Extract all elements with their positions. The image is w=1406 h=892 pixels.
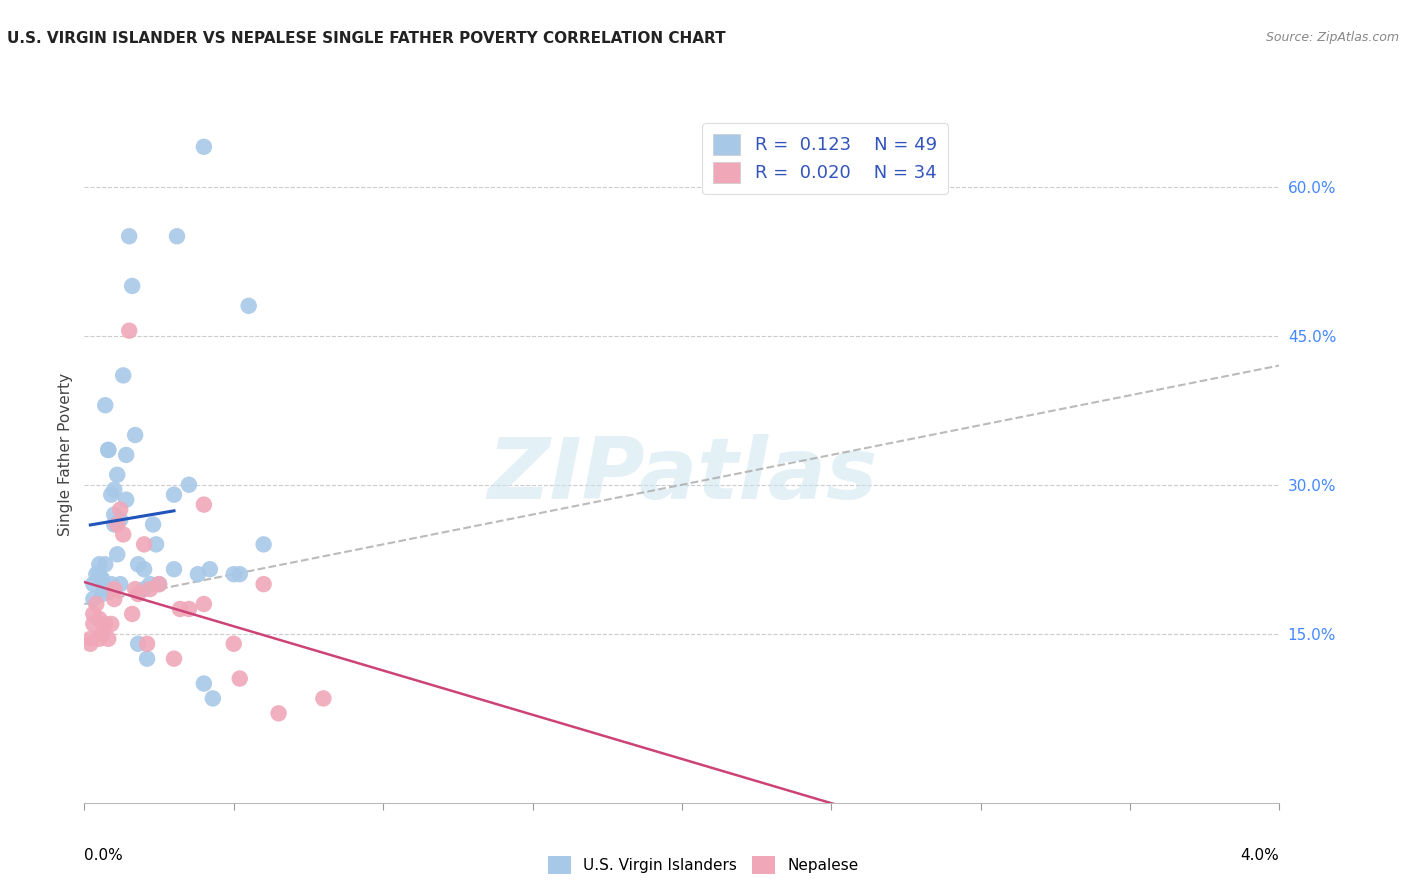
Point — [82, 592, 104, 607]
Point — [166, 229, 188, 244]
Point — [148, 577, 170, 591]
Point — [132, 537, 156, 551]
Point — [198, 562, 221, 576]
Point — [118, 324, 141, 338]
Point — [82, 577, 104, 591]
Text: U.S. VIRGIN ISLANDER VS NEPALESE SINGLE FATHER POVERTY CORRELATION CHART: U.S. VIRGIN ISLANDER VS NEPALESE SINGLE … — [7, 31, 725, 46]
Point — [103, 517, 125, 532]
Point — [201, 691, 224, 706]
Point — [127, 558, 149, 572]
Point — [139, 577, 162, 591]
Point — [103, 483, 125, 497]
Text: 4.0%: 4.0% — [1240, 847, 1279, 863]
Point — [103, 508, 125, 522]
Point — [86, 567, 108, 582]
Point — [121, 279, 143, 293]
Point — [79, 632, 101, 646]
Point — [222, 637, 245, 651]
Point — [89, 632, 111, 646]
Point — [79, 637, 101, 651]
Point — [105, 547, 128, 561]
Point — [312, 691, 335, 706]
Point — [142, 517, 165, 532]
Point — [193, 597, 215, 611]
Point — [97, 442, 120, 457]
Point — [105, 467, 128, 482]
Point — [86, 597, 108, 611]
Point — [115, 448, 138, 462]
Point — [110, 512, 132, 526]
Y-axis label: Single Father Poverty: Single Father Poverty — [58, 374, 73, 536]
Point — [193, 498, 215, 512]
Point — [139, 582, 162, 596]
Point — [112, 527, 135, 541]
Point — [132, 562, 156, 576]
Point — [127, 587, 149, 601]
Point — [97, 632, 120, 646]
Point — [124, 582, 146, 596]
Text: Source: ZipAtlas.com: Source: ZipAtlas.com — [1265, 31, 1399, 45]
Point — [193, 676, 215, 690]
Point — [91, 587, 114, 601]
Point — [177, 477, 200, 491]
Point — [103, 592, 125, 607]
Point — [136, 637, 159, 651]
Point — [94, 582, 117, 596]
Point — [91, 627, 114, 641]
Point — [136, 651, 159, 665]
Point — [148, 577, 170, 591]
Point — [89, 567, 111, 582]
Point — [169, 602, 191, 616]
Point — [132, 582, 156, 596]
Point — [118, 229, 141, 244]
Legend: R =  0.123    N = 49, R =  0.020    N = 34: R = 0.123 N = 49, R = 0.020 N = 34 — [703, 123, 948, 194]
Point — [163, 488, 186, 502]
Point — [253, 577, 276, 591]
Point — [105, 517, 128, 532]
Point — [91, 572, 114, 586]
Point — [82, 616, 104, 631]
Point — [82, 607, 104, 621]
Point — [121, 607, 143, 621]
Point — [115, 492, 138, 507]
Point — [228, 672, 252, 686]
Text: ZIPatlas: ZIPatlas — [486, 434, 877, 517]
Point — [112, 368, 135, 383]
Point — [94, 616, 117, 631]
Point — [163, 651, 186, 665]
Point — [100, 577, 122, 591]
Point — [228, 567, 252, 582]
Point — [97, 442, 120, 457]
Point — [89, 558, 111, 572]
Point — [110, 502, 132, 516]
Point — [124, 428, 146, 442]
Point — [222, 567, 245, 582]
Point — [267, 706, 290, 721]
Point — [163, 562, 186, 576]
Point — [110, 577, 132, 591]
Point — [94, 398, 117, 412]
Legend: U.S. Virgin Islanders, Nepalese: U.S. Virgin Islanders, Nepalese — [541, 850, 865, 880]
Point — [127, 637, 149, 651]
Point — [238, 299, 260, 313]
Point — [94, 558, 117, 572]
Point — [177, 602, 200, 616]
Point — [193, 140, 215, 154]
Point — [253, 537, 276, 551]
Point — [145, 537, 167, 551]
Point — [187, 567, 209, 582]
Point — [100, 488, 122, 502]
Text: 0.0%: 0.0% — [84, 847, 124, 863]
Point — [103, 582, 125, 596]
Point — [89, 612, 111, 626]
Point — [100, 616, 122, 631]
